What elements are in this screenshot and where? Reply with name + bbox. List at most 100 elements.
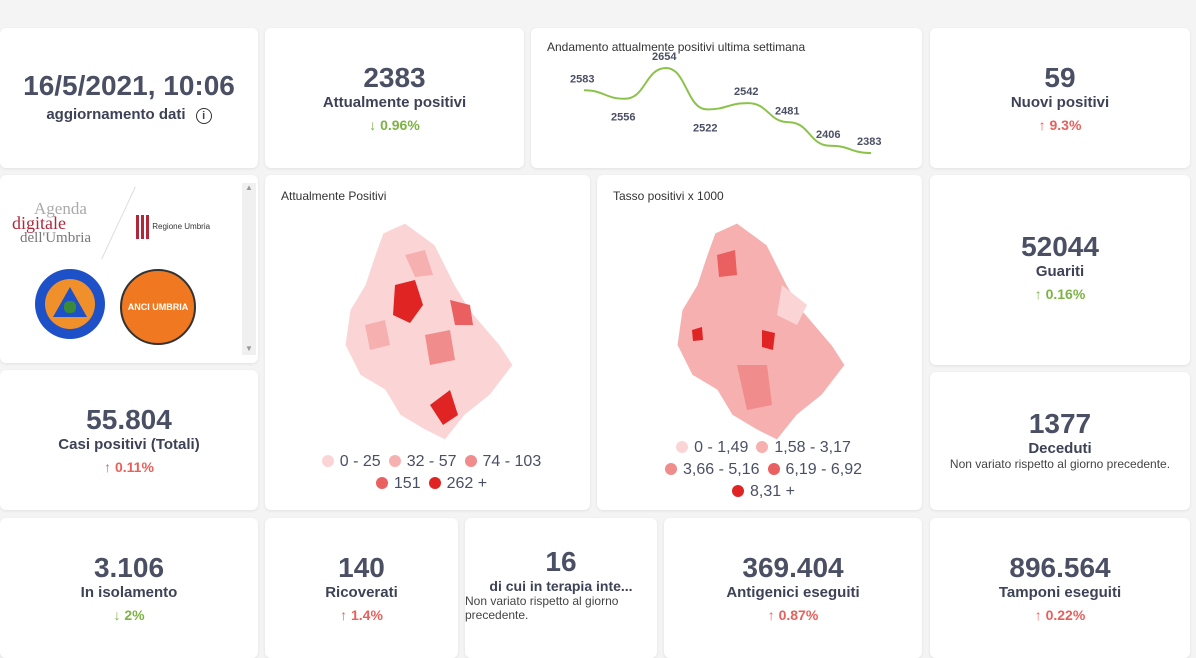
legend-item[interactable]: 151 xyxy=(368,475,421,492)
legend-item[interactable]: 32 - 57 xyxy=(381,453,457,470)
data-label: 2654 xyxy=(652,51,677,63)
data-label: 2481 xyxy=(775,105,799,117)
attualmente-card: 2383 Attualmente positivi ↓ 0.96% xyxy=(265,28,524,168)
update-datetime: 16/5/2021, 10:06 xyxy=(23,70,235,101)
map1-card: Attualmente Positivi 0 - 25 32 - 57 74 - 1… xyxy=(265,175,590,510)
legend-swatch xyxy=(732,485,745,497)
legend-swatch xyxy=(676,441,689,453)
arrow-up-icon: ↑ xyxy=(767,607,775,623)
legend-label: 0 - 25 xyxy=(339,453,381,470)
legend-label: 8,31 + xyxy=(750,483,795,500)
tamponi-value: 896.564 xyxy=(1009,552,1111,583)
deceduti-label: Deceduti xyxy=(1028,440,1092,457)
antigenici-label: Antigenici eseguiti xyxy=(726,584,860,601)
arrow-up-icon: ↑ xyxy=(340,607,348,623)
antigenici-card: 369.404 Antigenici eseguiti ↑ 0.87% xyxy=(664,518,922,658)
ricoverati-card: 140 Ricoverati ↑ 1.4% xyxy=(265,518,458,658)
data-label: 2522 xyxy=(693,122,717,134)
arrow-down-icon: ↓ xyxy=(113,607,121,623)
data-label: 2406 xyxy=(816,129,840,141)
guariti-label: Guariti xyxy=(1035,263,1085,280)
nuovi-card: 59 Nuovi positivi ↑ 9.3% xyxy=(930,28,1190,168)
deceduti-note: Non variato rispetto al giorno precedent… xyxy=(949,457,1171,471)
guariti-value: 52044 xyxy=(1021,231,1099,262)
legend-swatch xyxy=(767,463,780,475)
legend-swatch xyxy=(388,455,401,467)
scroll-up-icon: ▲ xyxy=(245,183,253,192)
legend-label: 1,58 - 3,17 xyxy=(774,439,851,456)
legend-label: 74 - 103 xyxy=(482,453,542,470)
data-label: 2583 xyxy=(570,73,594,85)
arrow-up-icon: ↑ xyxy=(1034,607,1042,623)
casi-delta: ↑ 0.11% xyxy=(104,459,154,475)
ricoverati-value: 140 xyxy=(338,552,385,583)
map2-card: Tasso positivi x 1000 0 - 1,49 1,58 - 3,1… xyxy=(597,175,922,510)
legend-item[interactable]: 8,31 + xyxy=(724,483,795,500)
umbria-map-positivi[interactable] xyxy=(265,215,590,475)
tamponi-label: Tamponi eseguiti xyxy=(998,584,1122,601)
terapia-label: di cui in terapia inte... xyxy=(489,578,633,594)
deceduti-value: 1377 xyxy=(1028,408,1092,439)
guariti-card: 52044 Guariti ↑ 0.16% xyxy=(930,175,1190,365)
data-label: 2542 xyxy=(734,86,758,98)
map2-legend: 0 - 1,49 1,58 - 3,17 3,66 - 5,16 6,19 - 6,9… xyxy=(597,437,922,503)
legend-label: 6,19 - 6,92 xyxy=(785,461,863,478)
deceduti-card: 1377 Deceduti Non variato rispetto al gi… xyxy=(930,372,1190,510)
legend-swatch xyxy=(321,455,334,467)
legend-swatch xyxy=(464,455,477,467)
trend-card: Andamento attualmente positivi ultima se… xyxy=(531,28,922,168)
trend-line xyxy=(583,66,872,154)
terapia-note: Non variato rispetto al giorno precedent… xyxy=(465,594,619,622)
legend-item[interactable]: 262 + xyxy=(421,475,487,492)
trend-title: Andamento attualmente positivi ultima se… xyxy=(547,40,806,54)
attualmente-delta: ↓ 0.96% xyxy=(369,117,420,133)
protezione-civile-logo xyxy=(35,269,105,339)
antigenici-value: 369.404 xyxy=(742,552,844,583)
legend-item[interactable]: 0 - 1,49 xyxy=(668,439,748,456)
attualmente-value: 2383 xyxy=(363,62,426,93)
tamponi-delta: ↑ 0.22% xyxy=(1034,607,1086,623)
info-icon[interactable]: i xyxy=(195,108,212,124)
legend-swatch xyxy=(665,463,677,475)
arrow-up-icon: ↑ xyxy=(1038,117,1046,133)
nuovi-value: 59 xyxy=(1044,62,1076,93)
scroll-down-icon: ▼ xyxy=(245,344,253,353)
isolamento-label: In isolamento xyxy=(80,584,178,601)
update-card: 16/5/2021, 10:06 aggiornamento dati i xyxy=(0,28,258,168)
guariti-delta: ↑ 0.16% xyxy=(1034,286,1086,302)
legend-swatch xyxy=(756,441,769,453)
legend-item[interactable]: 6,19 - 6,92 xyxy=(760,461,863,478)
legend-item[interactable]: 3,66 - 5,16 xyxy=(657,461,760,478)
map1-title: Attualmente Positivi xyxy=(281,189,387,203)
ricoverati-label: Ricoverati xyxy=(325,584,398,601)
scrollbar[interactable]: ▲ ▼ xyxy=(242,183,256,355)
agenda-digitale-logo: Agenda digitale dell'Umbria xyxy=(12,199,92,246)
isolamento-card: 3.106 In isolamento ↓ 2% xyxy=(0,518,258,658)
map1-legend: 0 - 25 32 - 57 74 - 103 151 262 + xyxy=(265,451,590,495)
legend-item[interactable]: 74 - 103 xyxy=(457,453,542,470)
arrow-up-icon: ↑ xyxy=(104,459,112,475)
terapia-card: 16 di cui in terapia inte... Non variato… xyxy=(465,518,657,658)
legend-item[interactable]: 1,58 - 3,17 xyxy=(748,439,851,456)
nuovi-delta: ↑ 9.3% xyxy=(1038,117,1082,133)
legend-label: 151 xyxy=(393,475,421,492)
ricoverati-delta: ↑ 1.4% xyxy=(340,607,383,623)
terapia-value: 16 xyxy=(545,546,577,577)
umbria-map-tasso[interactable] xyxy=(597,215,922,475)
anci-prociv-logo: ANCI UMBRIA PROCIV xyxy=(120,269,196,384)
regione-umbria-logo: Regione Umbria xyxy=(136,215,210,239)
nuovi-label: Nuovi positivi xyxy=(1010,94,1110,111)
map2-title: Tasso positivi x 1000 xyxy=(613,189,724,203)
arrow-down-icon: ↓ xyxy=(369,117,377,133)
update-label: aggiornamento dati xyxy=(46,106,186,123)
casi-card: 55.804 Casi positivi (Totali) ↑ 0.11% xyxy=(0,370,258,510)
legend-item[interactable]: 0 - 25 xyxy=(314,453,381,470)
legend-swatch xyxy=(375,477,388,489)
isolamento-value: 3.106 xyxy=(93,552,165,583)
legend-label: 262 + xyxy=(446,475,488,492)
isolamento-delta: ↓ 2% xyxy=(113,607,145,623)
antigenici-delta: ↑ 0.87% xyxy=(767,607,819,623)
arrow-up-icon: ↑ xyxy=(1034,286,1042,302)
legend-label: 3,66 - 5,16 xyxy=(683,461,760,478)
legend-label: 0 - 1,49 xyxy=(694,439,749,456)
